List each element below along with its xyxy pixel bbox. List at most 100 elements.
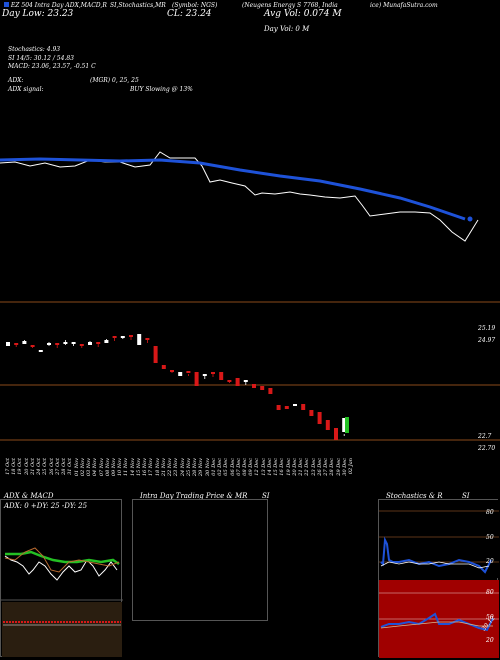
- intra-panel-title: Intra Day Trading Price & MR: [140, 492, 248, 500]
- candle-body: [178, 372, 183, 376]
- buy-signal: BUY Slowing @ 13%: [130, 86, 193, 93]
- date-label: 04 Nov: [92, 458, 99, 477]
- date-label: 22 Dec: [304, 458, 311, 476]
- price-level-2: 24.97: [478, 337, 496, 344]
- price-line: [0, 151, 479, 242]
- rsi-line: [380, 612, 494, 632]
- macd-bg: [2, 602, 122, 657]
- candle-body: [345, 417, 349, 433]
- plus-di-line: [5, 550, 120, 566]
- candle-body: [194, 372, 199, 386]
- blue-marker-icon: [4, 2, 9, 7]
- date-label: 20 Dec: [291, 458, 298, 476]
- date-label: 08 Nov: [104, 458, 111, 477]
- date-label: 12 Dec: [254, 458, 261, 476]
- header-symbol: (Symbol: NGS): [172, 2, 218, 9]
- candle-body: [202, 374, 207, 376]
- price-level-4: 22.70: [478, 445, 496, 452]
- date-label: 21 Nov: [160, 458, 167, 477]
- adx-line: [4, 555, 118, 581]
- stoch-tick-80: 80: [486, 509, 494, 516]
- stoch-panel-title: Stochastics & R: [386, 492, 443, 500]
- si-readout: SI 14/5: 30.12 / 54.83: [8, 55, 74, 62]
- rsi-tick-20: 20: [486, 637, 494, 644]
- rsi-mfi-line: [380, 621, 493, 629]
- date-label: 26 Oct: [48, 458, 55, 475]
- avg-volume: Avg Vol: 0.074 M: [264, 9, 342, 19]
- stoch-tick-20: 20: [486, 558, 494, 565]
- candle-body: [71, 342, 76, 344]
- ma-end-point: [467, 216, 473, 222]
- candle-body: [186, 371, 191, 373]
- candle-body: [227, 380, 232, 382]
- candle-body: [55, 343, 60, 345]
- date-label: 14 Nov: [129, 458, 136, 477]
- candle-body: [268, 388, 273, 394]
- candle-body: [30, 345, 35, 347]
- candle-body: [14, 343, 19, 345]
- day-low: Day Low: 23.23: [2, 9, 74, 19]
- price-level-1: 25.19: [478, 325, 496, 332]
- candle-body: [79, 344, 84, 346]
- date-label: 29 Dec: [335, 458, 342, 476]
- date-label: 20 Oct: [23, 458, 30, 475]
- macd-readout: MACD: 23.06, 23.57, -0.51 C: [8, 63, 96, 70]
- candle-body: [342, 418, 347, 432]
- candle-body: [129, 335, 133, 337]
- candle-body: [252, 384, 256, 388]
- candle-body: [309, 410, 314, 416]
- date-label: 29 Nov: [198, 458, 205, 477]
- candle-body: [219, 372, 224, 380]
- adx-macd-chart: [1, 547, 123, 657]
- stochastics-readout: Stochastics: 4.93: [8, 46, 61, 53]
- candle-body: [325, 420, 330, 430]
- candle-body: [22, 341, 27, 344]
- candle-body: [47, 343, 51, 345]
- candle-body: [293, 404, 297, 406]
- date-label: 02 Nov: [79, 458, 86, 477]
- day-volume: Day Vol: 0 M: [264, 25, 310, 33]
- adx-macd-panel: [0, 499, 123, 657]
- header-title-indicators: SI,Stochastics,MR: [110, 2, 166, 9]
- date-label: 25 Nov: [185, 458, 192, 477]
- date-label: 05 Dec: [223, 458, 230, 476]
- date-label: 18 Nov: [154, 458, 161, 477]
- date-label: 17 Nov: [148, 458, 155, 477]
- date-label: 31 Oct: [67, 458, 74, 475]
- candle-body: [145, 338, 150, 340]
- candle-body: [334, 428, 338, 440]
- candle-body: [63, 342, 68, 344]
- candle-body: [235, 378, 240, 386]
- candle-body: [112, 336, 117, 338]
- header-title-left: EZ 504 Intra Day ADX,MACD,R: [4, 2, 107, 9]
- date-label: 01 Nov: [73, 458, 80, 477]
- main-chart: [0, 151, 500, 441]
- date-label: 11 Nov: [123, 458, 130, 477]
- candle-body: [301, 404, 306, 410]
- candle-body: [317, 412, 322, 424]
- candle-body: [153, 346, 158, 363]
- candle-body: [211, 372, 215, 374]
- close-price: CL: 23.24: [167, 9, 212, 19]
- date-label: 23 Dec: [310, 458, 317, 476]
- header-site: ice) MunafaSutra.com: [370, 2, 438, 9]
- date-label: 02 Jan: [348, 458, 354, 475]
- date-label: 30 Dec: [341, 458, 348, 476]
- date-label: 01 Dec: [210, 458, 217, 476]
- candle-body: [6, 342, 10, 346]
- candle-body: [284, 406, 289, 409]
- date-label: 26 Dec: [316, 458, 323, 476]
- date-label: 28 Dec: [329, 458, 336, 476]
- candle-body: [276, 405, 281, 410]
- date-label: 06 Dec: [229, 458, 236, 476]
- candle-body: [260, 386, 265, 390]
- minus-di-line: [4, 547, 120, 573]
- candlesticks: [6, 334, 349, 440]
- date-label: 19 Dec: [285, 458, 292, 476]
- date-label: 07 Nov: [98, 458, 105, 477]
- candle-body: [88, 342, 92, 345]
- adx-panel-title: ADX & MACD: [4, 492, 54, 500]
- candle-body: [161, 365, 166, 369]
- date-label: 30 Nov: [204, 458, 211, 477]
- stochastics-rsi-chart: [379, 500, 499, 658]
